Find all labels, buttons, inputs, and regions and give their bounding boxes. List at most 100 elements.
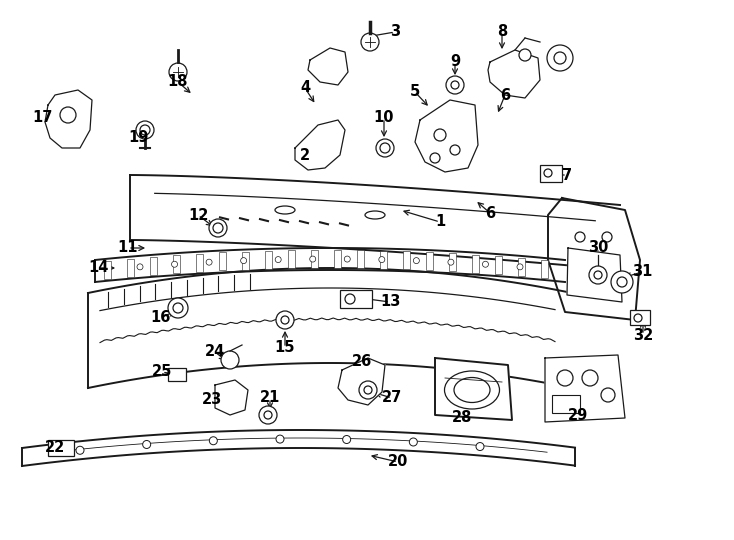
Circle shape (136, 121, 154, 139)
Text: 31: 31 (632, 265, 653, 280)
Circle shape (379, 256, 385, 262)
Circle shape (264, 411, 272, 419)
Circle shape (209, 219, 227, 237)
FancyBboxPatch shape (472, 255, 479, 273)
Text: 1: 1 (435, 214, 445, 230)
Circle shape (345, 294, 355, 304)
Text: 19: 19 (128, 131, 148, 145)
Polygon shape (22, 430, 575, 466)
Circle shape (60, 107, 76, 123)
Circle shape (241, 258, 247, 264)
Circle shape (476, 443, 484, 450)
Text: 4: 4 (300, 80, 310, 96)
Circle shape (446, 76, 464, 94)
Text: 25: 25 (152, 364, 172, 380)
Polygon shape (488, 50, 540, 98)
Circle shape (310, 256, 316, 262)
Polygon shape (308, 48, 348, 85)
Circle shape (359, 381, 377, 399)
FancyBboxPatch shape (518, 258, 525, 276)
Text: 11: 11 (117, 240, 138, 255)
FancyBboxPatch shape (541, 260, 548, 278)
Text: 3: 3 (390, 24, 400, 39)
Text: 7: 7 (562, 167, 572, 183)
FancyBboxPatch shape (630, 310, 650, 325)
Text: 6: 6 (485, 206, 495, 220)
Text: 15: 15 (275, 341, 295, 355)
Circle shape (168, 298, 188, 318)
FancyBboxPatch shape (219, 253, 226, 271)
Polygon shape (567, 248, 622, 302)
FancyBboxPatch shape (168, 368, 186, 381)
FancyBboxPatch shape (48, 440, 74, 456)
FancyBboxPatch shape (288, 251, 295, 268)
FancyBboxPatch shape (311, 250, 318, 268)
Text: 20: 20 (388, 455, 408, 469)
Ellipse shape (275, 206, 295, 214)
Circle shape (410, 438, 418, 446)
Circle shape (434, 129, 446, 141)
FancyBboxPatch shape (449, 253, 456, 271)
Circle shape (173, 303, 183, 313)
FancyBboxPatch shape (265, 251, 272, 269)
Circle shape (221, 351, 239, 369)
Polygon shape (545, 355, 625, 422)
Polygon shape (130, 175, 620, 270)
FancyBboxPatch shape (334, 250, 341, 268)
Text: 18: 18 (168, 75, 188, 90)
Text: 27: 27 (382, 390, 402, 406)
FancyBboxPatch shape (540, 165, 562, 182)
Text: 17: 17 (33, 111, 53, 125)
Text: 8: 8 (497, 24, 507, 39)
Circle shape (430, 153, 440, 163)
Text: 16: 16 (150, 310, 170, 326)
Circle shape (76, 446, 84, 454)
Circle shape (142, 441, 150, 449)
Text: 13: 13 (379, 294, 400, 309)
Circle shape (137, 264, 143, 270)
Ellipse shape (454, 377, 490, 402)
Circle shape (172, 261, 178, 267)
FancyBboxPatch shape (552, 395, 580, 413)
Text: 22: 22 (45, 441, 65, 456)
Circle shape (209, 437, 217, 445)
Circle shape (519, 49, 531, 61)
FancyBboxPatch shape (403, 251, 410, 269)
Circle shape (582, 370, 598, 386)
Text: 5: 5 (410, 84, 420, 99)
Text: 6: 6 (500, 87, 510, 103)
Polygon shape (295, 120, 345, 170)
Polygon shape (95, 248, 565, 282)
Circle shape (547, 45, 573, 71)
Circle shape (602, 232, 612, 242)
Circle shape (634, 314, 642, 322)
Circle shape (413, 258, 419, 264)
Circle shape (140, 125, 150, 135)
Ellipse shape (445, 371, 500, 409)
FancyBboxPatch shape (242, 252, 249, 269)
FancyBboxPatch shape (357, 250, 364, 268)
Text: 10: 10 (374, 111, 394, 125)
FancyBboxPatch shape (104, 261, 111, 279)
Circle shape (544, 169, 552, 177)
Circle shape (557, 370, 573, 386)
Circle shape (594, 271, 602, 279)
Circle shape (611, 271, 633, 293)
FancyBboxPatch shape (495, 256, 502, 274)
FancyBboxPatch shape (173, 255, 180, 273)
FancyBboxPatch shape (150, 256, 157, 275)
FancyBboxPatch shape (426, 252, 433, 270)
Circle shape (343, 435, 351, 443)
Polygon shape (45, 90, 92, 148)
Circle shape (259, 406, 277, 424)
Polygon shape (548, 198, 640, 320)
Polygon shape (338, 358, 385, 405)
Text: 26: 26 (352, 354, 372, 369)
Text: 28: 28 (452, 410, 472, 426)
Circle shape (617, 277, 627, 287)
Polygon shape (215, 380, 248, 415)
Circle shape (169, 63, 187, 81)
FancyBboxPatch shape (127, 259, 134, 276)
Circle shape (450, 145, 460, 155)
Circle shape (482, 261, 488, 267)
